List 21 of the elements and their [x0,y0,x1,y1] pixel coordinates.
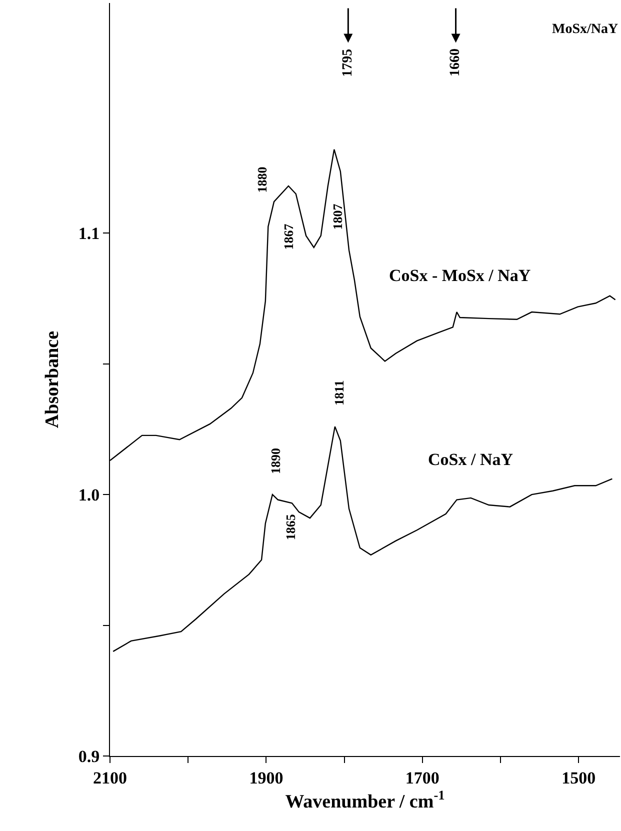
annotation: 1795 [340,48,356,77]
series-label: CoSx / NaY [428,450,514,469]
x-tick-label: 1500 [562,768,596,788]
line-series [112,426,613,652]
y-tick-label: 0.9 [78,746,100,766]
annotation: 1880 [254,166,270,193]
annotation: 1807 [330,203,346,230]
y-axis-title: Absorbance [42,330,64,428]
annotation: 1867 [281,223,296,250]
x-tick-label: 1900 [249,768,284,788]
annotation: 1811 [331,380,346,406]
annotation: 1890 [268,448,283,474]
x-tick-label: 1700 [405,768,440,788]
y-tick-label: 1.1 [78,224,100,244]
annotation: 1660 [448,48,464,77]
series-label: CoSx - MoSx / NaY [389,266,531,285]
x-tick-label: 2100 [93,768,127,788]
x-axis-title: Wavenumber / cm$^{-1}$ [285,787,445,812]
annotation: 1865 [282,514,298,540]
annotation: MoSx/NaY [552,22,618,37]
y-tick-label: 1.0 [78,485,100,504]
